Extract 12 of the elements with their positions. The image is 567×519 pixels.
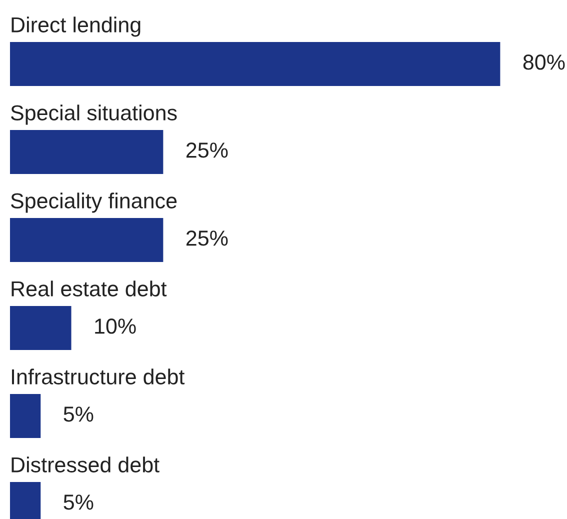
data-label: 80% (523, 54, 565, 70)
data-label: 10% (95, 318, 136, 334)
y-tick-label: Special situations (10, 104, 177, 125)
data-label: 5% (64, 406, 94, 422)
y-tick-label: Direct lending (12, 16, 140, 37)
data-label: 25% (186, 142, 228, 158)
data-label: 5% (64, 494, 94, 510)
data-label: 25% (186, 230, 228, 246)
y-tick-label: Speciality finance (10, 192, 177, 213)
y-tick-label: Distressed debt (12, 456, 160, 472)
y-tick-label: Infrastructure debt (12, 368, 185, 384)
y-tick-label: Real estate debt (12, 280, 167, 296)
